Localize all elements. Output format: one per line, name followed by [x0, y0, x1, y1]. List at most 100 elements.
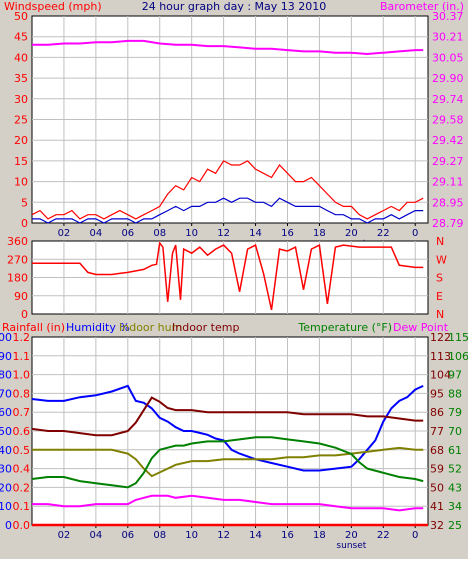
rainfall-tick-label: 0.8 — [13, 387, 31, 400]
barometer-series-line — [32, 39, 424, 56]
temperature-tick-label: 70 — [448, 425, 462, 438]
compass-tick-label: N — [436, 308, 444, 321]
x-tick-label: 0 — [412, 228, 418, 239]
windspeed-tick-label: 35 — [14, 72, 28, 85]
chart-title: 24 hour graph day : May 13 2010 — [142, 0, 327, 13]
barometer-axis-title: Barometer (in.) — [380, 0, 464, 13]
temperature-tick-label: 25 — [448, 519, 462, 532]
indoor-temp-tick-label: 113 — [430, 350, 451, 363]
compass-tick-label: S — [436, 272, 443, 285]
humidity-tick-label: 40 — [0, 444, 12, 457]
humidity-axis-title: Humidity % — [66, 321, 130, 334]
x-tick-label: 14 — [249, 228, 262, 239]
temperature-tick-label: 43 — [448, 481, 462, 494]
windspeed-tick-label: 25 — [14, 114, 28, 127]
x-tick-label: 06 — [121, 530, 134, 541]
temperature-tick-label: 115 — [448, 331, 468, 344]
x-tick-label: 02 — [58, 228, 71, 239]
temperature-tick-label: 106 — [448, 350, 468, 363]
rainfall-tick-label: 0.1 — [13, 500, 31, 513]
x-tick-label: 10 — [185, 228, 198, 239]
temperature-tick-label: 88 — [448, 387, 462, 400]
temperature-tick-label: 52 — [448, 463, 462, 476]
indoor-temp-tick-label: 95 — [430, 387, 444, 400]
direction-tick-label: 180 — [7, 272, 28, 285]
compass-tick-label: N — [436, 235, 444, 248]
direction-tick-label: 270 — [7, 253, 28, 266]
barometer-tick-label: 29.42 — [432, 134, 464, 147]
rainfall-tick-label: 0.0 — [13, 519, 31, 532]
windspeed-tick-label: 10 — [14, 176, 28, 189]
rainfall-tick-label: 1.0 — [13, 369, 31, 382]
dew-point-legend: Dew Point — [393, 321, 449, 334]
x-tick-label: 10 — [185, 530, 198, 541]
direction-tick-label: 0 — [21, 308, 28, 321]
temperature-tick-label: 61 — [448, 444, 462, 457]
barometer-tick-label: 28.95 — [432, 196, 464, 209]
wind-gust-series-line — [31, 160, 424, 220]
x-tick-label: 18 — [313, 228, 326, 239]
windspeed-tick-label: 40 — [14, 51, 28, 64]
x-tick-label: 12 — [217, 228, 230, 239]
barometer-tick-label: 30.21 — [432, 31, 464, 44]
humidity-tick-label: 10 — [0, 500, 12, 513]
barometer-tick-label: 28.79 — [432, 217, 464, 230]
barometer-tick-label: 30.37 — [432, 10, 464, 23]
rainfall-tick-label: 1.2 — [13, 331, 31, 344]
x-tick-label: 20 — [345, 228, 358, 239]
x-tick-label: 18 — [313, 530, 326, 541]
humidity-tick-label: 100 — [0, 331, 12, 344]
indoor-temp-tick-label: 77 — [430, 425, 444, 438]
indoor-temp-tick-label: 68 — [430, 444, 444, 457]
indoor-hum-legend: Indoor hum — [119, 321, 182, 334]
direction-tick-label: 360 — [7, 235, 28, 248]
humidity-tick-label: 20 — [0, 481, 12, 494]
humidity-tick-label: 30 — [0, 463, 12, 476]
x-tick-label: 02 — [58, 530, 71, 541]
rainfall-tick-label: 0.6 — [13, 425, 31, 438]
rainfall-tick-label: 0.5 — [13, 444, 31, 457]
x-tick-label: 04 — [90, 228, 103, 239]
rainfall-axis-title: Rainfall (in) — [2, 321, 65, 334]
sunset-label: sunset — [336, 541, 366, 551]
x-tick-label: 08 — [153, 530, 166, 541]
temperature-tick-label: 79 — [448, 406, 462, 419]
x-tick-label: 12 — [217, 530, 230, 541]
indoor-hum-series-line — [32, 446, 424, 478]
temperature-tick-label: 34 — [448, 500, 462, 513]
indoor-temp-series-line — [31, 396, 424, 437]
dew-series-line — [32, 494, 424, 512]
indoor-temp-legend: Indoor temp — [172, 321, 239, 334]
barometer-tick-label: 29.27 — [432, 155, 464, 168]
x-tick-label: 06 — [121, 228, 134, 239]
x-tick-label: 22 — [377, 530, 390, 541]
indoor-temp-tick-label: 50 — [430, 481, 444, 494]
windspeed-tick-label: 50 — [14, 10, 28, 23]
x-tick-label: 0 — [412, 530, 418, 541]
humidity-tick-label: 60 — [0, 406, 12, 419]
x-tick-label: 20 — [345, 530, 358, 541]
temperature-axis-title: Temperature (°F) — [297, 321, 392, 334]
indoor-temp-tick-label: 41 — [430, 500, 444, 513]
x-tick-label: 16 — [281, 228, 294, 239]
x-tick-label: 08 — [153, 228, 166, 239]
windspeed-axis-title: Windspeed (mph) — [4, 0, 102, 13]
indoor-temp-tick-label: 104 — [430, 369, 451, 382]
humidity-tick-label: 90 — [0, 350, 12, 363]
temperature-tick-label: 97 — [448, 369, 462, 382]
temperature-series-line — [31, 436, 424, 489]
indoor-temp-tick-label: 59 — [430, 463, 444, 476]
windspeed-tick-label: 5 — [21, 196, 28, 209]
indoor-temp-tick-label: 86 — [430, 406, 444, 419]
barometer-tick-label: 29.74 — [432, 93, 464, 106]
rainfall-tick-label: 0.4 — [13, 463, 31, 476]
wind-direction-series-line — [32, 241, 424, 311]
wind-speed-series-line — [32, 197, 424, 224]
windspeed-tick-label: 0 — [21, 217, 28, 230]
x-tick-label: 04 — [90, 530, 103, 541]
humidity-tick-label: 50 — [0, 425, 12, 438]
humidity-tick-label: 70 — [0, 387, 12, 400]
indoor-temp-tick-label: 122 — [430, 331, 451, 344]
